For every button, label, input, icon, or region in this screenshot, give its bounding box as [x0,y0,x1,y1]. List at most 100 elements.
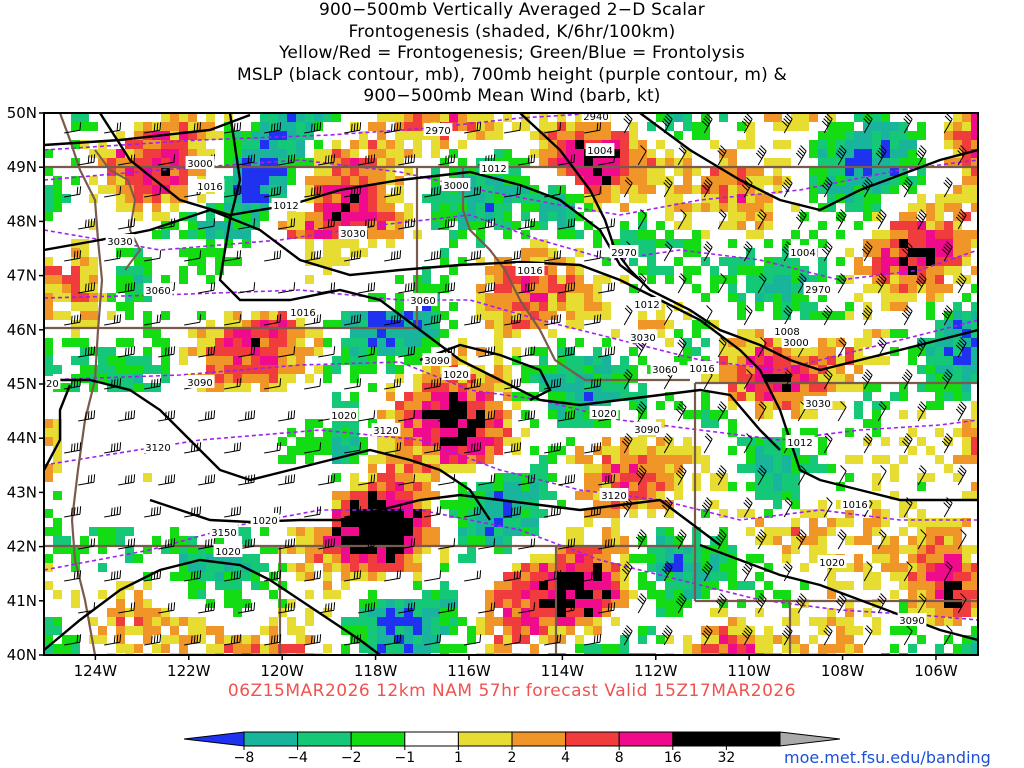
shade-cell [323,203,332,212]
shade-cell [908,599,917,608]
barb-flag [93,282,96,291]
shade-cell [197,347,206,356]
shade-cell [782,275,791,284]
barb-flag [624,179,632,186]
barb-flag [124,411,127,420]
shade-cell [332,365,341,374]
shade-cell [368,590,377,599]
barb-flag [758,147,766,154]
shade-cell [116,356,125,365]
shade-cell [233,365,242,374]
shade-cell [971,419,978,428]
shade-cell [953,320,962,329]
shade-cell [728,239,737,248]
barb-flag [399,442,402,451]
wind-barb [544,442,562,454]
barb-flag [76,314,79,323]
shade-cell [233,194,242,203]
barb-flag [270,187,273,196]
wind-barb [598,474,616,486]
shade-cell [701,572,710,581]
shade-cell [800,464,809,473]
shade-cell [368,545,377,554]
shade-cell [602,608,611,617]
shade-cell [638,266,647,275]
wind-barb [464,378,482,390]
shade-cell [854,410,863,419]
shade-cell [422,608,431,617]
shade-cell [944,284,953,293]
shade-cell [692,131,701,140]
shade-cell [224,140,233,149]
shade-cell [953,257,962,266]
shade-cell [296,635,305,644]
shade-cell [350,617,359,626]
barb-flag [116,122,119,131]
wind-barb [837,273,847,294]
barb-flag [863,374,870,381]
shade-cell [701,644,710,653]
shade-cell [584,311,593,320]
shade-cell [548,266,557,275]
shade-cell [944,572,953,581]
shade-cell [908,248,917,257]
shade-cell [332,176,341,185]
shade-cell [530,554,539,563]
shade-cell [620,473,629,482]
shade-cell [224,572,233,581]
shade-cell [899,131,908,140]
shade-cell [287,446,296,455]
shade-cell [530,257,539,266]
shade-cell [359,482,368,491]
shade-cell [512,194,521,203]
shade-cell [206,365,215,374]
shade-cell [881,113,890,122]
shade-cell [944,230,953,239]
shade-cell [737,302,746,311]
shade-cell [431,419,440,428]
shade-cell [746,167,755,176]
wind-barb [743,369,753,390]
shade-cell [395,212,404,221]
barb-flag [666,241,673,248]
shade-cell [341,221,350,230]
shade-cell [413,527,422,536]
shade-cell [899,149,908,158]
barb-flag [824,371,832,378]
shade-cell [521,275,530,284]
barb-flag [396,314,399,323]
shade-cell [872,545,881,554]
barb-flag [113,443,116,452]
shade-cell [404,464,413,473]
shade-cell [332,203,341,212]
barb-flag [393,123,396,132]
barb-flag [800,273,807,280]
shade-cell [404,392,413,401]
shade-cell [260,311,269,320]
shade-cell [953,518,962,527]
shade-cell [332,140,341,149]
shade-cell [800,536,809,545]
barb-flag [87,475,90,484]
wind-barb [558,282,576,294]
shade-cell [323,428,332,437]
barb-flag [746,433,753,440]
shade-cell [647,257,656,266]
shade-cell [647,581,656,590]
shade-cell [359,347,368,356]
shade-cell [377,122,386,131]
shade-cell [647,446,656,455]
shade-cell [791,482,800,491]
shade-cell [800,509,809,518]
shade-cell [548,131,557,140]
shade-cell [53,275,62,284]
shade-cell [494,491,503,500]
shade-cell [809,356,818,365]
shade-cell [44,563,53,572]
shade-cell [395,275,404,284]
shade-cell [386,221,395,230]
shade-cell [314,113,323,122]
barb-flag [310,251,313,260]
shade-cell [620,149,629,158]
barb-flag [957,214,964,221]
